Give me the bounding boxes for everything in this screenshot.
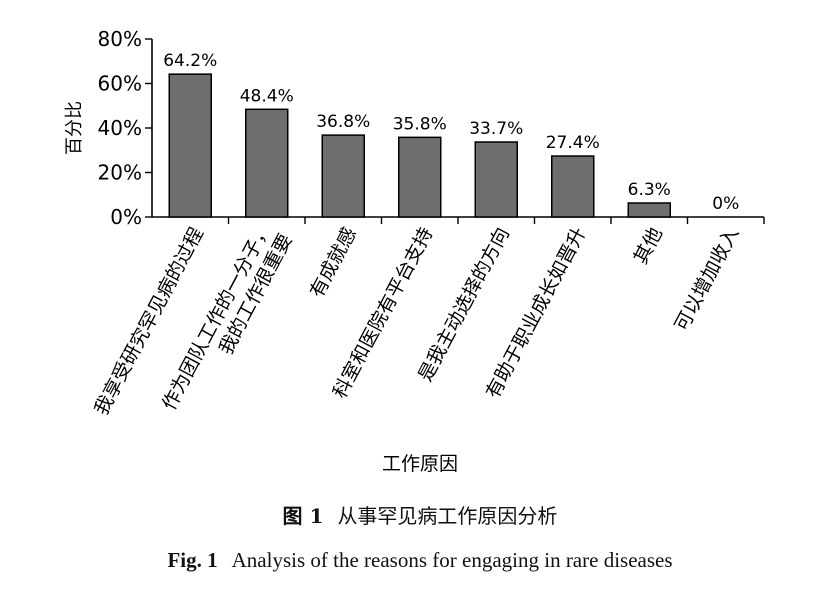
y-tick-label: 40% xyxy=(98,116,142,140)
data-label: 33.7% xyxy=(469,119,523,139)
y-tick-label: 60% xyxy=(98,72,142,96)
bar-chart: 0%20%40%60%80%百分比64.2%我享受研究罕见病的过程48.4%作为… xyxy=(64,27,765,475)
y-tick-label: 80% xyxy=(98,27,142,51)
y-axis-label: 百分比 xyxy=(64,101,85,155)
data-label: 35.8% xyxy=(393,114,447,134)
data-label: 36.8% xyxy=(316,112,370,132)
figure-number-cn: 图 1 xyxy=(282,504,324,528)
bar xyxy=(474,141,518,218)
x-tick-label: 可以增加收入 xyxy=(671,224,744,335)
figure-caption-chinese: 图 1 从事罕见病工作原因分析 xyxy=(0,500,840,529)
figure-number-en: Fig. 1 xyxy=(167,548,218,572)
x-tick-label: 有成就感 xyxy=(306,224,361,301)
figure-title-cn: 从事罕见病工作原因分析 xyxy=(337,504,558,528)
y-tick-label: 20% xyxy=(98,161,142,185)
x-axis-label: 工作原因 xyxy=(382,453,458,475)
figure-caption-english: Fig. 1 Analysis of the reasons for engagi… xyxy=(0,548,840,573)
data-label: 64.2% xyxy=(163,51,217,71)
bar xyxy=(398,136,442,218)
x-tick-label: 其他 xyxy=(630,224,667,268)
bar xyxy=(627,202,671,218)
y-tick-label: 0% xyxy=(110,205,142,229)
figure-title-en: Analysis of the reasons for engaging in … xyxy=(231,548,673,572)
data-label: 27.4% xyxy=(546,133,600,153)
bar xyxy=(321,134,365,218)
data-label: 0% xyxy=(712,194,739,214)
bar xyxy=(551,155,595,218)
data-label: 48.4% xyxy=(240,86,294,106)
bar xyxy=(168,73,212,218)
data-label: 6.3% xyxy=(628,180,671,200)
bar xyxy=(245,108,289,218)
